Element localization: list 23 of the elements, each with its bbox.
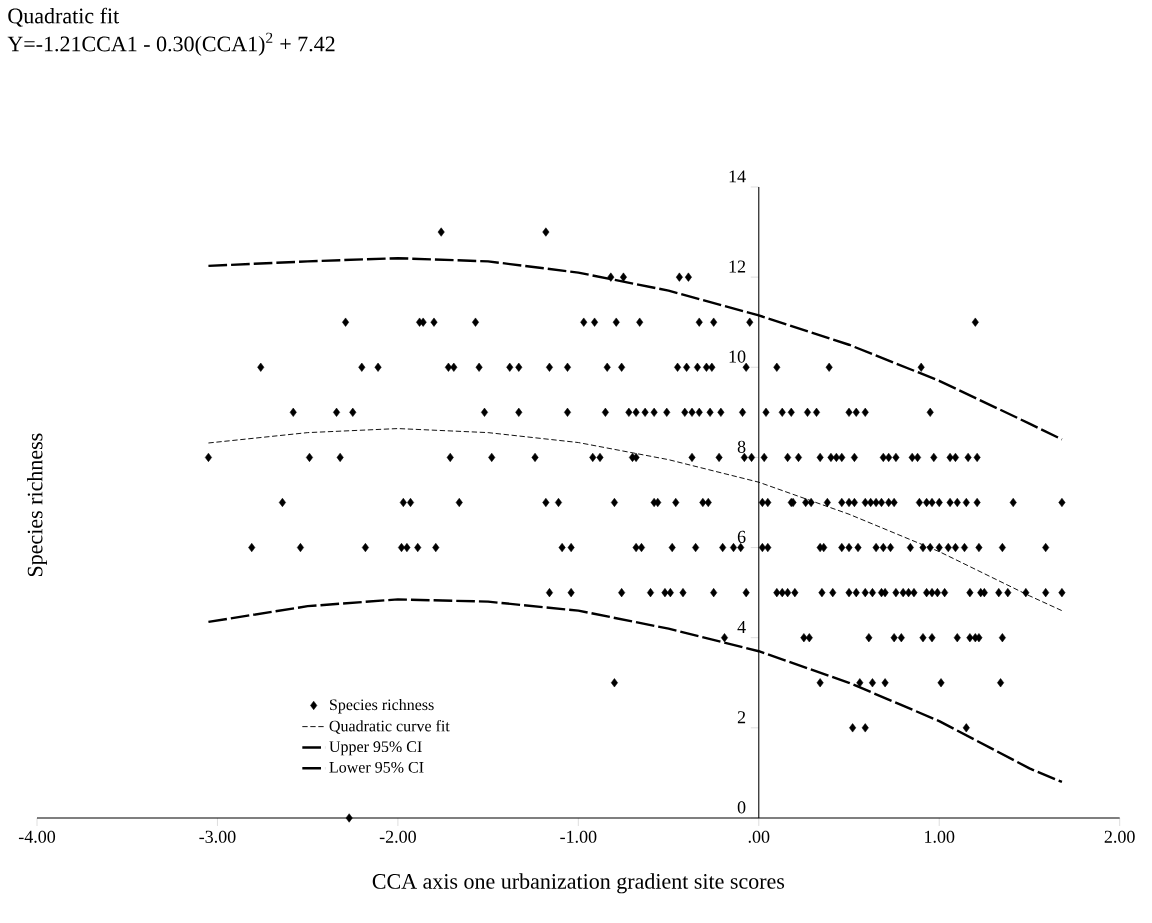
x-tick-label: -4.00 <box>18 830 56 843</box>
chart-subtitle: Y=-1.21CCA1 - 0.30(CCA1)$^{2}$ + 7.42 <box>7 32 335 56</box>
chart-title: Quadratic fit <box>8 7 120 27</box>
y-tick-label: 14 <box>729 170 746 183</box>
y-axis-title: Species richness <box>27 433 47 577</box>
y-tick-label: 8 <box>737 440 746 453</box>
x-tick-label: 1.00 <box>925 830 955 843</box>
x-axis-title: CCA axis one urbanization gradient site scores <box>372 873 785 894</box>
legend-label: Upper 95% CI <box>329 741 422 756</box>
y-tick-label: 2 <box>737 711 746 724</box>
x-tick-label: -1.00 <box>560 830 597 843</box>
x-tick-label: -3.00 <box>199 830 236 843</box>
y-tick-label: 0 <box>737 801 746 814</box>
legend-label: Lower 95% CI <box>329 761 424 773</box>
legend-label: Quadratic curve fit <box>329 719 450 734</box>
y-tick-label: 12 <box>729 260 746 273</box>
y-tick-label: 4 <box>737 621 746 633</box>
y-tick-label: 10 <box>729 350 746 363</box>
legend-label: Species richness <box>330 698 434 714</box>
x-tick-label: -2.00 <box>379 830 416 843</box>
x-tick-label: .00 <box>748 830 770 843</box>
x-tick-label: 2.00 <box>1104 830 1135 843</box>
y-tick-label: 6 <box>737 530 746 543</box>
